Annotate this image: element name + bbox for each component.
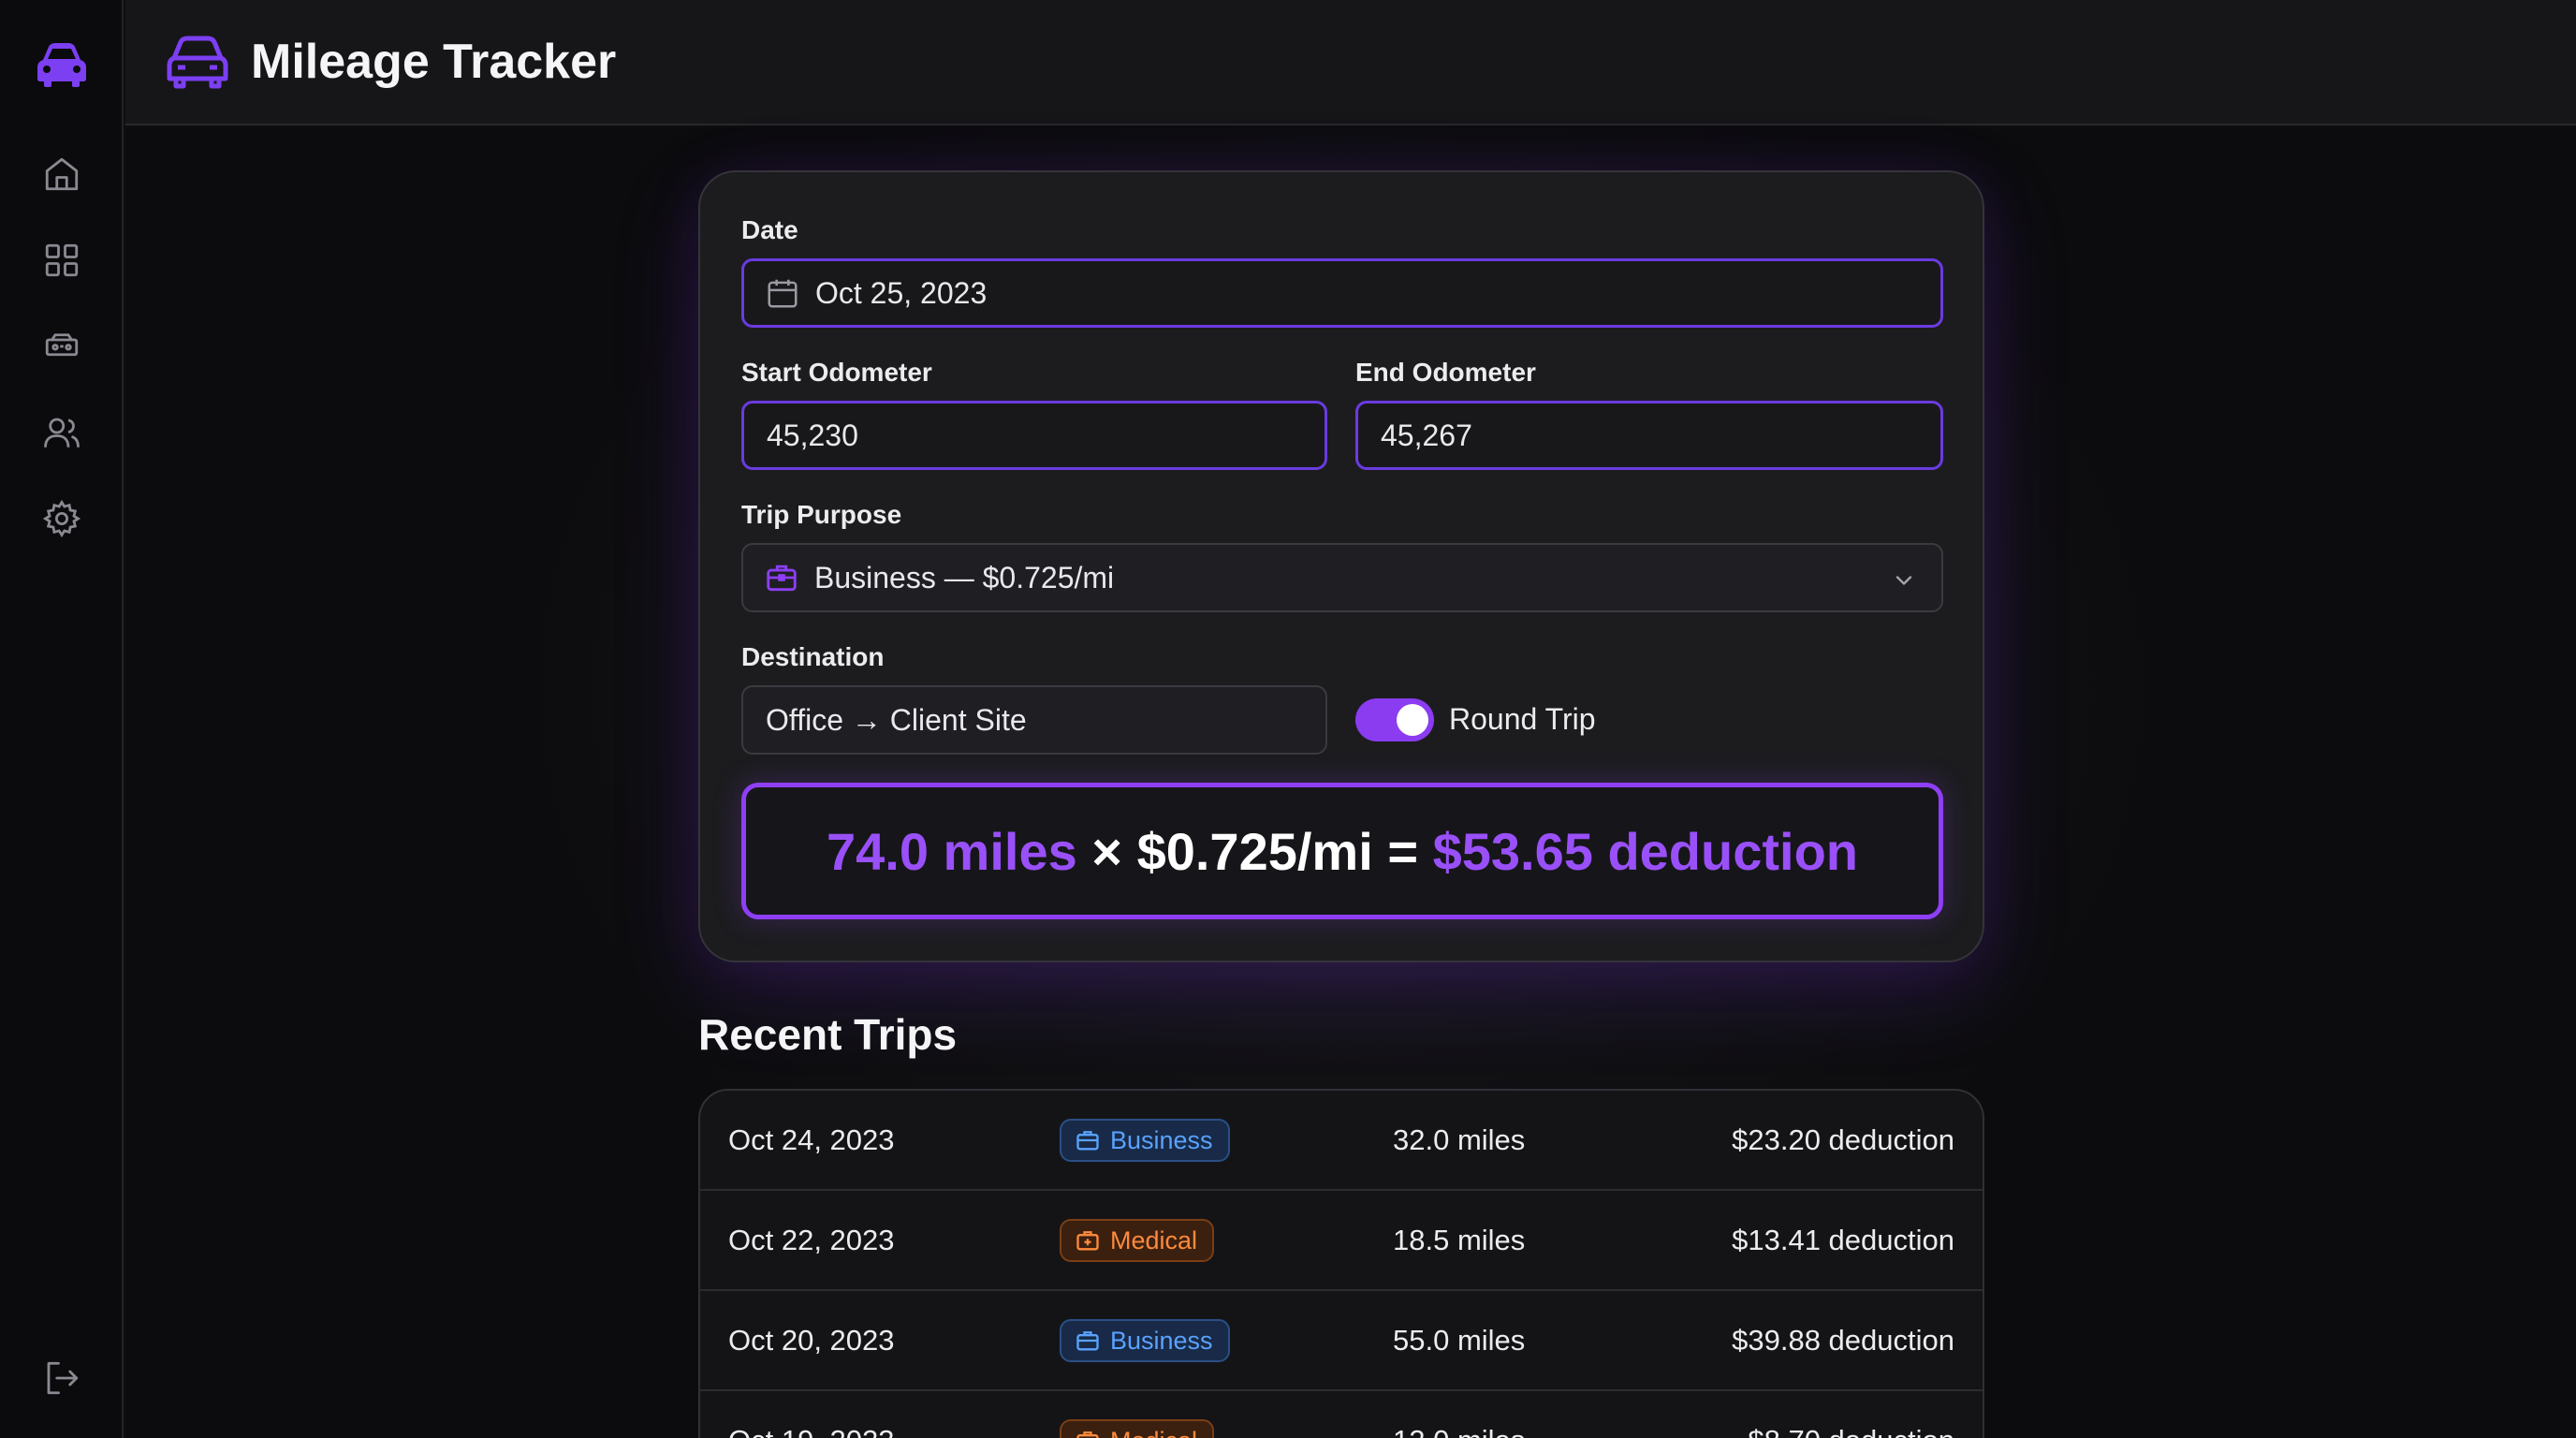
logout-button[interactable] [39, 1356, 84, 1401]
trip-miles: 55.0 miles [1393, 1324, 1526, 1357]
purpose-badge: Medical [1060, 1419, 1215, 1438]
result-rate: $0.725/mi [1136, 821, 1373, 881]
purpose-badge-label: Medical [1110, 1225, 1198, 1255]
trip-purpose-value: Business — $0.725/mi [814, 560, 1115, 594]
trip-miles: 32.0 miles [1393, 1123, 1526, 1156]
briefcase-icon [1076, 1331, 1099, 1351]
deduction-result: 74.0 miles × $0.725/mi = $53.65 deductio… [741, 783, 1943, 919]
start-odometer-value: 45,230 [767, 418, 858, 452]
table-row[interactable]: Oct 22, 2023 Medical 18.5 miles $13.41 d… [700, 1191, 1983, 1291]
destination-input[interactable]: Office → Client Site [741, 685, 1327, 755]
recent-trips-table: Oct 24, 2023 Business 32.0 miles $23.20 … [698, 1089, 1984, 1438]
app-header: Mileage Tracker [125, 0, 2576, 125]
round-trip-toggle[interactable] [1355, 698, 1434, 741]
vehicle-icon [45, 333, 79, 357]
end-odometer-input[interactable]: 45,267 [1355, 401, 1943, 470]
sidebar-item-settings[interactable] [39, 496, 84, 541]
start-odometer-input[interactable]: 45,230 [741, 401, 1327, 470]
result-equals: = [1372, 821, 1433, 881]
purpose-badge: Medical [1060, 1219, 1215, 1262]
grid-icon [45, 243, 79, 277]
end-odometer-label: End Odometer [1355, 358, 1536, 387]
end-odometer-value: 45,267 [1381, 418, 1472, 452]
gear-icon [42, 499, 81, 538]
logout-icon [47, 1361, 79, 1395]
trip-deduction: $8.70 deduction [1748, 1424, 1954, 1438]
sidebar-item-vehicles[interactable] [39, 324, 84, 369]
medical-kit-icon [1076, 1431, 1099, 1438]
calendar-icon [768, 279, 798, 308]
trip-purpose-select[interactable]: Business — $0.725/mi [741, 543, 1943, 612]
sidebar-item-dashboard[interactable] [39, 238, 84, 283]
table-row[interactable]: Oct 24, 2023 Business 32.0 miles $23.20 … [700, 1091, 1983, 1191]
result-miles: 74.0 miles [827, 821, 1077, 881]
car-icon [167, 36, 228, 89]
car-logo-icon[interactable] [34, 37, 90, 90]
result-times: × [1076, 821, 1137, 881]
sidebar [0, 0, 124, 1438]
trip-purpose-label: Trip Purpose [741, 500, 902, 529]
medical-kit-icon [1076, 1231, 1099, 1251]
purpose-badge-label: Medical [1110, 1427, 1197, 1438]
date-field[interactable]: Oct 25, 2023 [741, 258, 1943, 328]
home-icon [45, 157, 79, 191]
table-row[interactable]: Oct 20, 2023 Business 55.0 miles $39.88 … [700, 1291, 1983, 1391]
date-label: Date [741, 215, 798, 244]
recent-trips-title: Recent Trips [698, 1010, 958, 1059]
briefcase-icon [767, 565, 797, 592]
purpose-badge-label: Business [1110, 1125, 1213, 1154]
start-odometer-label: Start Odometer [741, 358, 932, 387]
purpose-badge: Business [1060, 1119, 1230, 1162]
trip-miles: 12.0 miles [1393, 1424, 1525, 1438]
trip-miles: 18.5 miles [1393, 1224, 1526, 1256]
round-trip-label: Round Trip [1449, 702, 1596, 736]
briefcase-icon [1076, 1131, 1099, 1151]
sidebar-item-home[interactable] [39, 152, 84, 197]
purpose-badge-label: Business [1110, 1326, 1213, 1355]
trip-deduction: $39.88 deduction [1732, 1324, 1954, 1357]
users-icon [44, 418, 80, 448]
trip-date: Oct 20, 2023 [728, 1324, 895, 1357]
sidebar-item-users[interactable] [39, 410, 84, 455]
toggle-knob [1397, 704, 1428, 736]
table-row[interactable]: Oct 19, 2023 Medical 12.0 miles $8.70 de… [700, 1391, 1983, 1438]
trip-date: Oct 22, 2023 [728, 1224, 895, 1256]
trip-date: Oct 19, 2023 [728, 1424, 895, 1438]
trip-date: Oct 24, 2023 [728, 1123, 895, 1156]
chevron-down-icon [1895, 576, 1912, 585]
date-value: Oct 25, 2023 [815, 275, 988, 310]
purpose-badge: Business [1060, 1319, 1230, 1362]
trip-deduction: $13.41 deduction [1732, 1224, 1954, 1256]
destination-label: Destination [741, 642, 885, 671]
page-title: Mileage Tracker [251, 35, 617, 89]
destination-value: Office → Client Site [766, 702, 1027, 737]
trip-form-card: Date Oct 25, 2023 Start Odometer 45,230 … [698, 170, 1984, 962]
result-deduction: $53.65 deduction [1432, 821, 1858, 881]
trip-deduction: $23.20 deduction [1732, 1123, 1954, 1156]
